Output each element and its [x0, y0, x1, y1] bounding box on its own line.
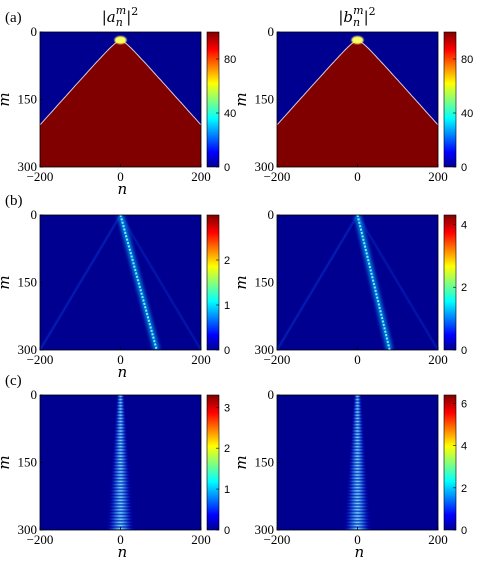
y-tick-label: 300: [255, 159, 275, 174]
colorbar-tick-label: 2: [224, 443, 230, 455]
y-tick-label: 0: [268, 207, 275, 222]
y-tick-label: 300: [255, 522, 275, 537]
x-tick-label: 200: [191, 532, 211, 547]
colorbar-tick-label: 2: [224, 255, 230, 267]
colorbar-tick-label: 0: [224, 162, 230, 174]
colorbar-tick-label: 0: [461, 345, 467, 357]
x-tick-label: 0: [354, 532, 361, 547]
x-tick-label: 0: [354, 169, 361, 184]
x-axis-label: n: [118, 363, 128, 381]
x-tick-label: 0: [354, 352, 361, 367]
x-tick-label: −200: [264, 352, 291, 367]
x-tick-label: −200: [264, 532, 291, 547]
colorbar-tick-label: 2: [461, 282, 467, 294]
heatmap-panel-2: −200 0 200 0 150 300 m 80 40 0: [232, 24, 473, 184]
y-axis-label: m: [232, 455, 250, 469]
y-tick-label: 0: [31, 24, 38, 39]
x-tick-label: 200: [428, 169, 448, 184]
cone-apex: [114, 36, 127, 45]
x-axis-label: n: [118, 180, 128, 198]
colorbar-tick-label: 2: [461, 483, 467, 495]
x-tick-label: −200: [264, 169, 291, 184]
x-tick-label: 200: [428, 352, 448, 367]
colorbar-tick-label: 0: [224, 525, 230, 537]
right-column-title: |bnm|2: [338, 4, 375, 29]
y-tick-label: 150: [18, 275, 38, 290]
colorbar: [206, 214, 220, 351]
colorbar-tick-label: 80: [224, 54, 236, 66]
cone-region: [40, 41, 201, 167]
heatmap-panel-3: −200 0 200 0 150 300 n m (b) 2 1 0: [0, 193, 230, 381]
colorbar-tick-label: 40: [224, 108, 236, 120]
cone-region: [277, 41, 438, 167]
heatmap-background: [40, 215, 201, 350]
panel-label: (c): [5, 373, 22, 389]
y-tick-label: 300: [18, 522, 38, 537]
x-axis-label: n: [118, 543, 128, 561]
colorbar: [443, 31, 457, 168]
y-tick-label: 0: [31, 207, 38, 222]
faint-wing-right: [356, 215, 438, 350]
left-column-title: |anm|2: [102, 4, 139, 29]
faint-wing-left: [40, 215, 122, 350]
x-tick-label: 200: [191, 352, 211, 367]
x-tick-label: 200: [428, 532, 448, 547]
colorbar-tick-label: 40: [461, 108, 473, 120]
y-tick-label: 300: [18, 159, 38, 174]
y-tick-label: 150: [18, 455, 38, 470]
x-tick-label: 0: [117, 532, 124, 547]
colorbar-tick-label: 0: [224, 345, 230, 357]
y-axis-label: m: [232, 275, 250, 289]
y-axis-label: m: [232, 92, 250, 106]
drift-beam-core: [119, 215, 158, 350]
y-axis-label: m: [0, 455, 13, 469]
colorbar-tick-label: 0: [461, 525, 467, 537]
y-tick-label: 150: [255, 92, 275, 107]
x-axis-label: n: [355, 543, 365, 561]
colorbar-tick-label: 1: [224, 300, 230, 312]
colorbar-tick-label: 80: [461, 54, 473, 66]
heatmap-panel-5: −200 0 200 0 150 300 n m (c) 3 2 1 0: [0, 373, 230, 561]
heatmap-background: [277, 215, 438, 350]
cone-apex: [351, 36, 364, 45]
heatmap-panel-6: −200 0 200 0 150 300 n m 6 4 2 0: [232, 387, 467, 561]
heatmap-panel-1: −200 0 200 0 150 300 n m (a) 80 40 0: [0, 10, 236, 198]
panel-label: (b): [5, 193, 23, 209]
colorbar-tick-label: 0: [461, 162, 467, 174]
colorbar-tick-label: 4: [461, 441, 467, 453]
y-axis-label: m: [0, 92, 13, 106]
faint-wing-left: [277, 215, 359, 350]
heatmap-panel-4: −200 0 200 0 150 300 m 4 2 0: [232, 207, 467, 367]
y-axis-label: m: [0, 275, 13, 289]
x-tick-label: 200: [191, 169, 211, 184]
colorbar-tick-label: 6: [461, 398, 467, 410]
y-tick-label: 300: [18, 342, 38, 357]
y-tick-label: 150: [255, 455, 275, 470]
colorbar-tick-label: 1: [224, 484, 230, 496]
colorbar-tick-label: 3: [224, 402, 230, 414]
y-tick-label: 150: [18, 92, 38, 107]
colorbar-tick-label: 4: [461, 219, 467, 231]
y-tick-label: 0: [31, 387, 38, 402]
x-tick-label: 0: [117, 169, 124, 184]
panel-label: (a): [5, 10, 22, 26]
y-tick-label: 0: [268, 24, 275, 39]
colorbar: [206, 394, 220, 531]
colorbar: [206, 31, 220, 168]
colorbar: [443, 214, 457, 351]
x-tick-label: −200: [27, 352, 54, 367]
x-tick-label: 0: [117, 352, 124, 367]
x-tick-label: −200: [27, 169, 54, 184]
y-tick-label: 150: [255, 275, 275, 290]
faint-wing-right: [119, 215, 201, 350]
colorbar: [443, 394, 457, 531]
y-tick-label: 300: [255, 342, 275, 357]
x-tick-label: −200: [27, 532, 54, 547]
drift-beam-core: [356, 215, 391, 350]
y-tick-label: 0: [268, 387, 275, 402]
